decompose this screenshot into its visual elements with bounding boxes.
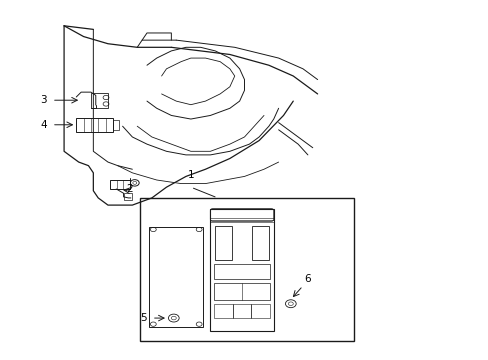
Bar [149,226,203,327]
Bar [113,120,119,130]
Bar [91,93,108,108]
Text: 5: 5 [140,313,147,323]
Bar [232,304,251,319]
Bar [214,304,232,319]
Bar [123,193,132,200]
Bar [140,198,353,341]
Text: 2: 2 [126,184,133,194]
Bar [251,226,268,260]
Bar [251,304,269,319]
Text: 3: 3 [41,95,47,105]
Bar [214,283,269,300]
Text: 6: 6 [304,274,310,284]
Bar [215,226,232,260]
Bar [76,118,113,132]
Bar [110,180,130,189]
Bar [214,264,269,279]
Text: 1: 1 [187,170,194,180]
Text: 4: 4 [41,120,47,130]
Bar [210,209,273,330]
